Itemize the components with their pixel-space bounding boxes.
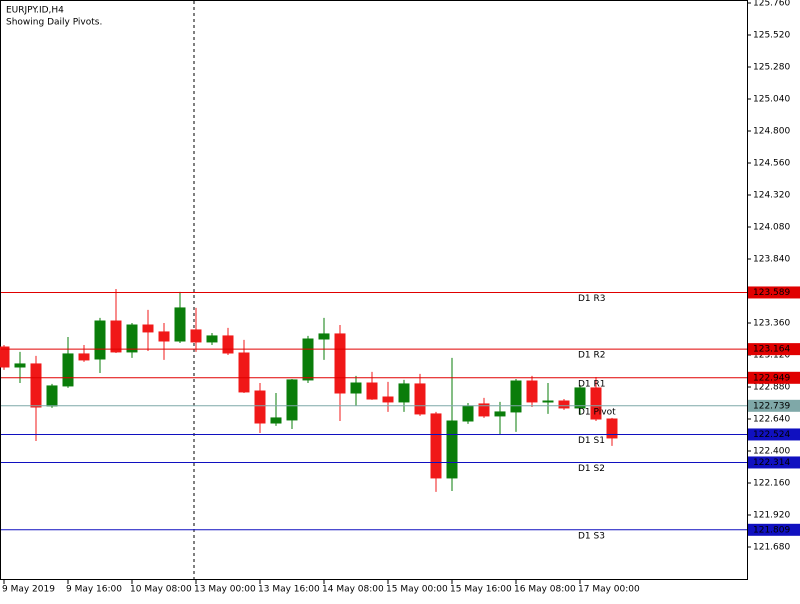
pivot-price-label: 121.809 bbox=[753, 525, 790, 535]
candle-body bbox=[0, 346, 10, 368]
candle-body bbox=[78, 353, 90, 361]
y-tick-label: 121.920 bbox=[753, 511, 790, 521]
y-tick-label: 125.040 bbox=[753, 95, 790, 105]
x-tick-label: 15 May 00:00 bbox=[386, 585, 448, 595]
candle-body bbox=[158, 331, 170, 342]
chart-title: EURJPY.ID,H4 bbox=[6, 6, 64, 16]
candle-body bbox=[350, 382, 362, 394]
candle-body bbox=[94, 320, 106, 360]
y-tick-label: 125.760 bbox=[753, 0, 790, 9]
pivot-name: D1 Pivot bbox=[578, 407, 616, 417]
candle-body bbox=[574, 387, 586, 409]
candle-body bbox=[606, 418, 618, 439]
candle-body bbox=[14, 363, 26, 368]
y-tick-label: 124.080 bbox=[753, 223, 790, 233]
pivot-name: D1 S2 bbox=[578, 464, 605, 474]
candle-body bbox=[270, 417, 282, 424]
y-tick-label: 124.560 bbox=[753, 159, 790, 169]
y-tick-label: 124.320 bbox=[753, 191, 790, 201]
candle-body bbox=[398, 383, 410, 403]
candle-body bbox=[318, 333, 330, 340]
x-tick-label: 15 May 16:00 bbox=[450, 585, 512, 595]
candle-body bbox=[558, 400, 570, 409]
candle-body bbox=[542, 400, 554, 403]
candle-body bbox=[334, 333, 346, 394]
candle-body bbox=[414, 383, 426, 415]
candle-body bbox=[382, 396, 394, 403]
x-tick-label: 13 May 16:00 bbox=[258, 585, 320, 595]
y-tick-label: 122.880 bbox=[753, 383, 790, 393]
candle-body bbox=[494, 411, 506, 417]
candle-body bbox=[590, 387, 602, 420]
candle-body bbox=[430, 413, 442, 479]
candle-body bbox=[30, 363, 42, 408]
pivot-price-label: 122.739 bbox=[753, 401, 790, 411]
y-tick-label: 125.280 bbox=[753, 63, 790, 73]
pivot-name: D1 S3 bbox=[578, 531, 605, 541]
y-tick-label: 123.840 bbox=[753, 255, 790, 265]
x-tick-label: 10 May 08:00 bbox=[130, 585, 192, 595]
candle-body bbox=[510, 380, 522, 413]
pivot-price-box bbox=[748, 286, 800, 299]
candle-body bbox=[478, 403, 490, 417]
y-tick-label: 124.800 bbox=[753, 127, 790, 137]
x-tick-label: 9 May 2019 bbox=[2, 585, 55, 595]
y-tick-label: 123.120 bbox=[753, 351, 790, 361]
x-tick-label: 13 May 00:00 bbox=[194, 585, 256, 595]
pivot-price-box bbox=[748, 371, 800, 384]
y-tick-label: 122.160 bbox=[753, 479, 790, 489]
y-tick-label: 125.520 bbox=[753, 31, 790, 41]
pivot-name: D1 R2 bbox=[578, 351, 606, 361]
pivot-name: D1 R3 bbox=[578, 294, 606, 304]
plot-frame bbox=[0, 0, 748, 580]
pivot-price-label: 122.314 bbox=[753, 458, 790, 468]
pivot-price-label: 122.524 bbox=[753, 430, 790, 440]
candle-body bbox=[446, 420, 458, 479]
pivot-price-box bbox=[748, 399, 800, 412]
x-tick-label: 17 May 00:00 bbox=[578, 585, 640, 595]
pivot-price-label: 122.949 bbox=[753, 373, 790, 383]
pivot-price-box bbox=[748, 343, 800, 356]
candle-body bbox=[366, 382, 378, 400]
x-tick-label: 9 May 16:00 bbox=[66, 585, 122, 595]
pivot-price-box bbox=[748, 523, 800, 536]
x-tick-label: 14 May 08:00 bbox=[322, 585, 384, 595]
candle-body bbox=[462, 405, 474, 422]
candle-body bbox=[110, 320, 122, 353]
pivot-price-label: 123.589 bbox=[753, 288, 790, 298]
candle-body bbox=[286, 379, 298, 421]
x-tick-label: 16 May 08:00 bbox=[514, 585, 576, 595]
pivot-price-label: 123.164 bbox=[753, 345, 790, 355]
candle-body bbox=[190, 329, 202, 343]
chart-subtitle: Showing Daily Pivots. bbox=[6, 18, 102, 28]
candle-body bbox=[46, 385, 58, 407]
candle-body bbox=[174, 307, 186, 342]
y-tick-label: 121.680 bbox=[753, 543, 790, 553]
candle-body bbox=[254, 390, 266, 424]
candle-body bbox=[126, 324, 138, 353]
y-tick-label: 123.360 bbox=[753, 319, 790, 329]
y-tick-label: 122.640 bbox=[753, 415, 790, 425]
pivot-name: D1 S1 bbox=[578, 436, 605, 446]
candle-body bbox=[62, 353, 74, 387]
y-tick-label: 122.400 bbox=[753, 447, 790, 457]
pivot-name: D1 R1 bbox=[578, 379, 606, 389]
candle-body bbox=[238, 352, 250, 393]
candle-body bbox=[142, 324, 154, 333]
pivot-price-box bbox=[748, 428, 800, 441]
candle-body bbox=[302, 338, 314, 381]
pivot-price-box bbox=[748, 456, 800, 469]
candle-body bbox=[526, 380, 538, 403]
candle-body bbox=[206, 335, 218, 343]
candle-body bbox=[222, 335, 234, 354]
